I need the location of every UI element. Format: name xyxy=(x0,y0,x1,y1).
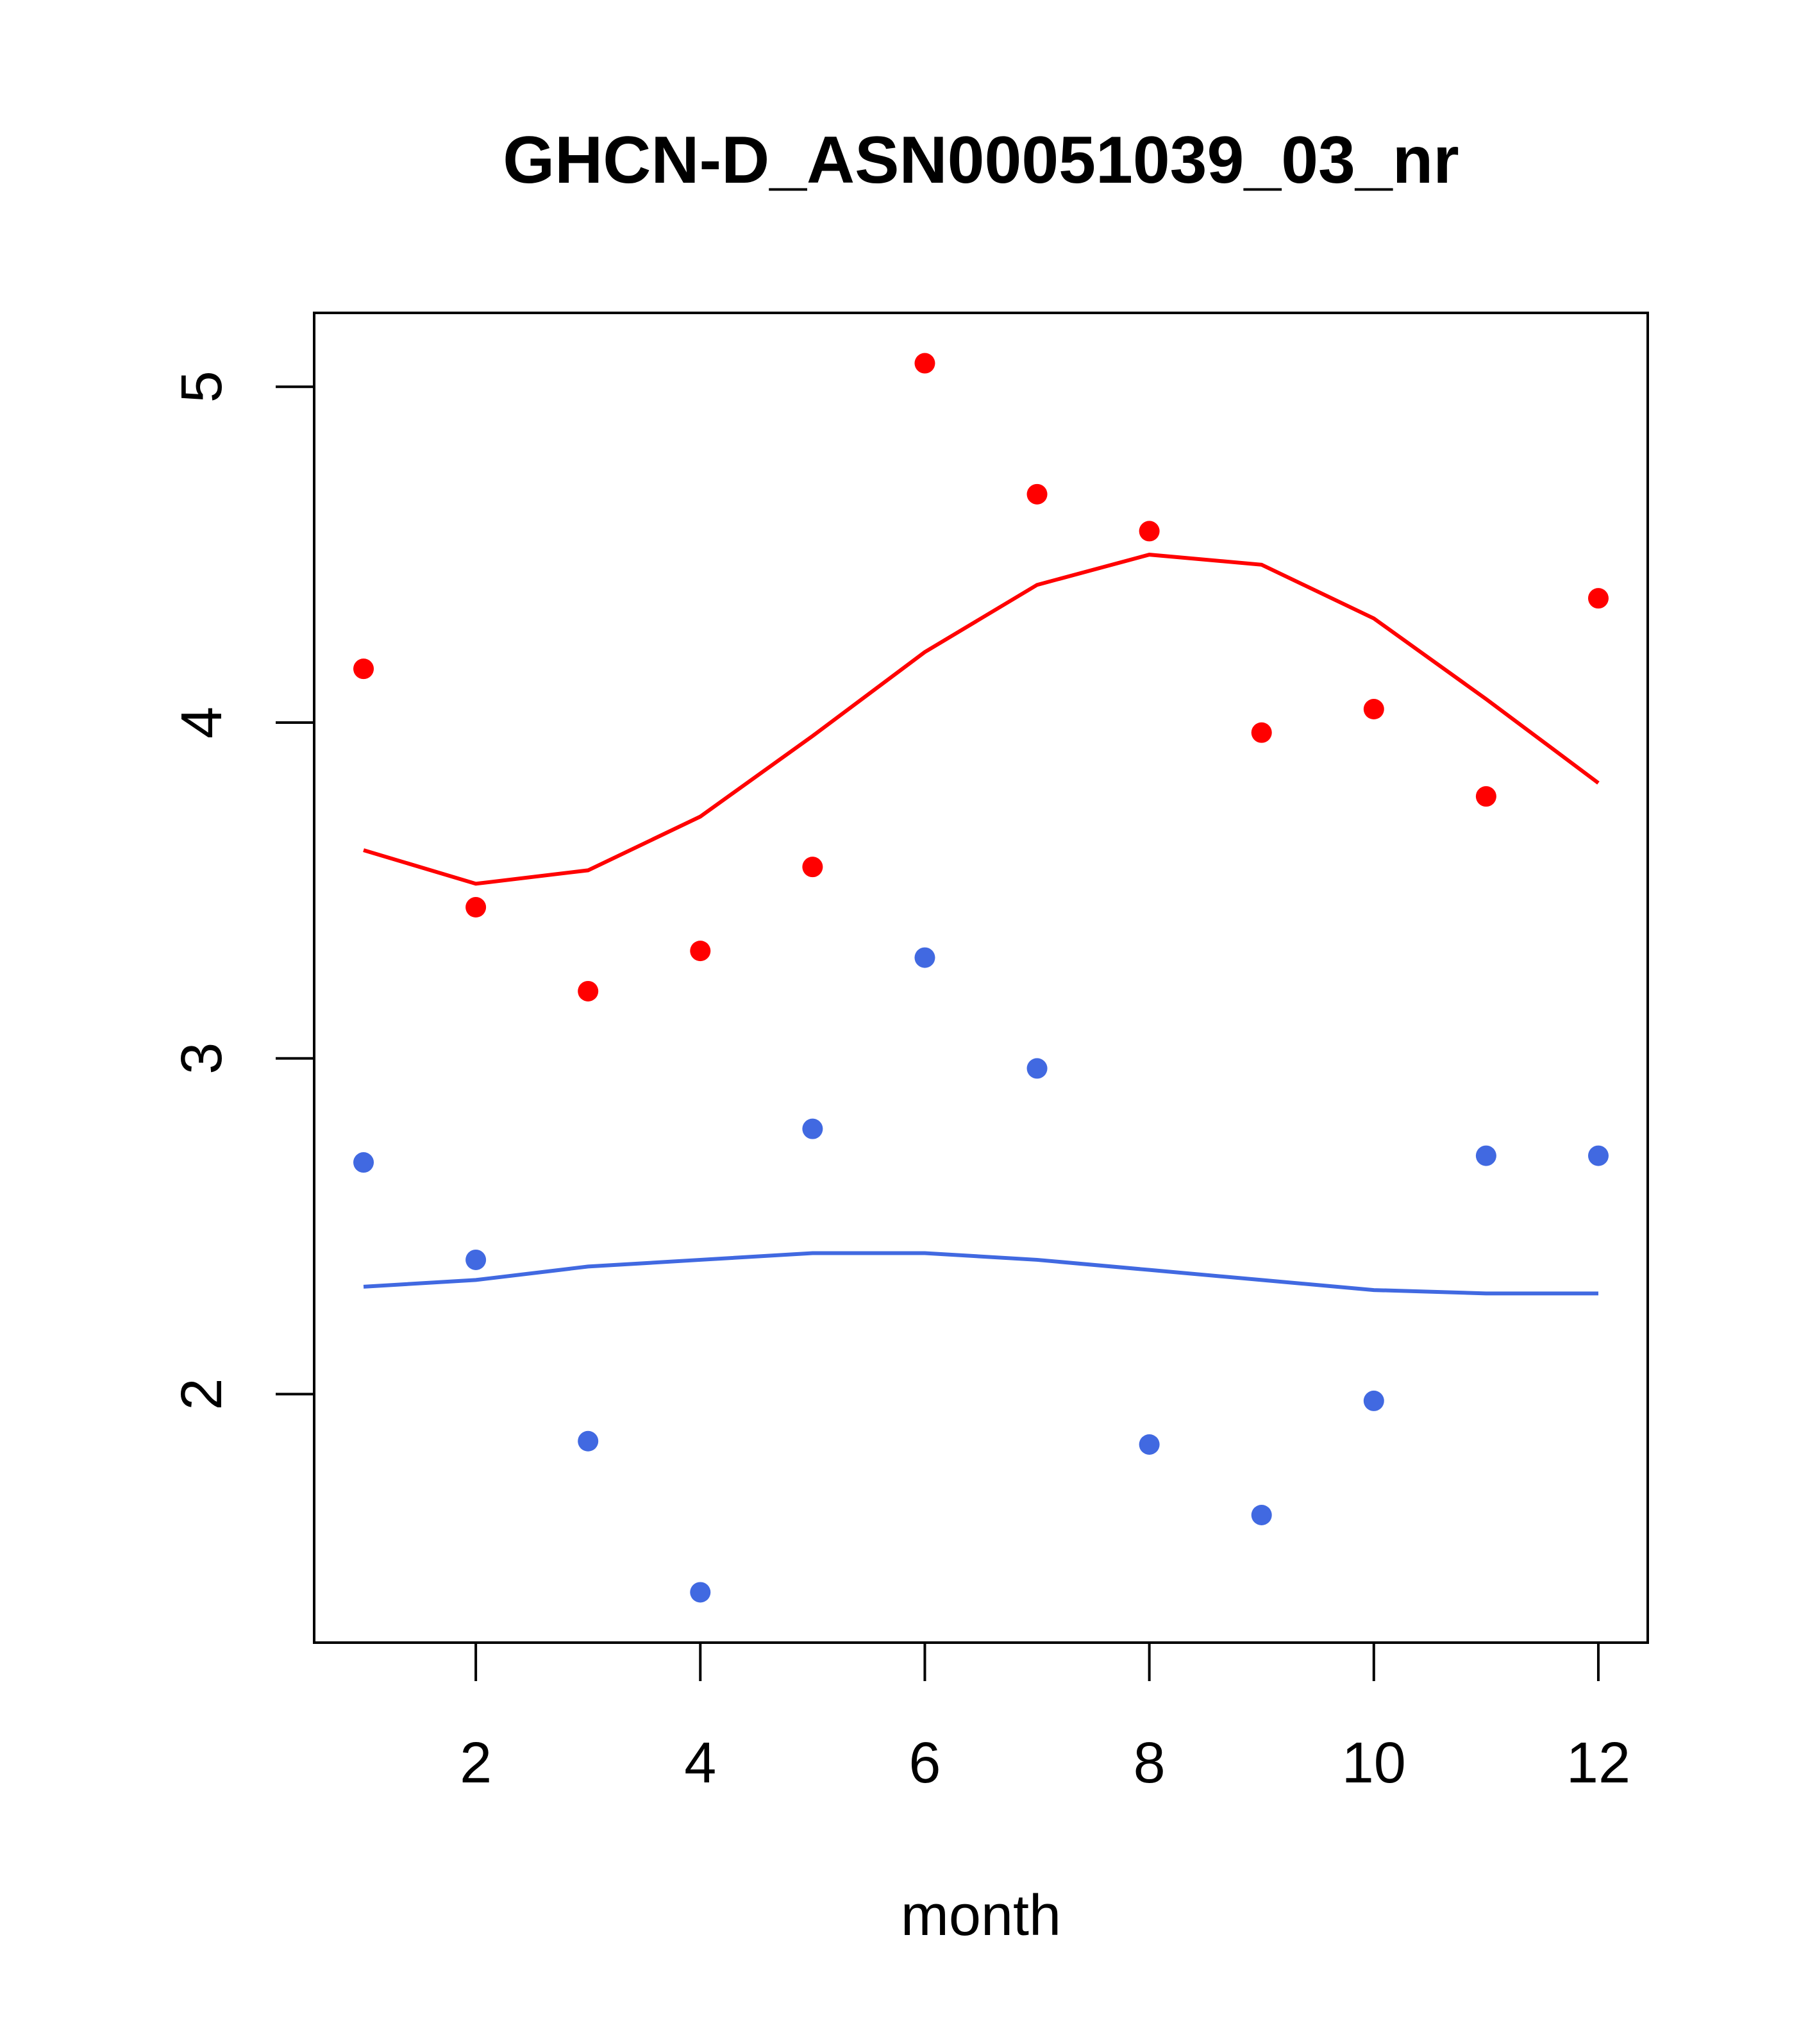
red-point xyxy=(802,857,823,878)
blue-point xyxy=(1139,1434,1160,1455)
blue-point xyxy=(1475,1145,1496,1166)
red-point xyxy=(1139,521,1160,542)
chart-title: GHCN-D_ASN00051039_03_nr xyxy=(503,123,1459,197)
y-tick-label: 4 xyxy=(170,707,234,739)
blue-line xyxy=(363,1251,1598,1296)
blue-point xyxy=(1363,1390,1384,1411)
blue-point xyxy=(914,947,935,968)
blue-point xyxy=(802,1118,823,1139)
x-tick-label: 4 xyxy=(684,1731,716,1795)
red-point xyxy=(690,941,711,962)
red-point xyxy=(1587,588,1609,609)
red-point xyxy=(1026,483,1048,505)
red-point xyxy=(1363,699,1384,720)
plot-marks xyxy=(353,353,1609,1603)
red-point xyxy=(465,897,487,918)
red-point xyxy=(914,353,935,374)
x-tick-label: 12 xyxy=(1566,1731,1630,1795)
x-tick-label: 6 xyxy=(908,1731,941,1795)
x-tick-label: 10 xyxy=(1342,1731,1406,1795)
x-tick-label: 8 xyxy=(1134,1731,1166,1795)
red-line xyxy=(363,553,1600,886)
blue-point xyxy=(578,1430,599,1452)
red-point xyxy=(1475,786,1496,807)
blue-point xyxy=(465,1249,487,1270)
x-tick-label: 2 xyxy=(460,1731,492,1795)
x-axis-label: month xyxy=(901,1884,1061,1948)
blue-point xyxy=(1587,1145,1609,1166)
y-axis: 2 3 4 5 xyxy=(170,371,314,1410)
blue-point xyxy=(353,1152,374,1173)
blue-point xyxy=(1251,1504,1272,1525)
red-point xyxy=(1251,722,1272,743)
red-point xyxy=(353,658,374,680)
y-tick-label: 3 xyxy=(170,1043,234,1075)
x-axis: 2 4 6 8 10 12 xyxy=(460,1643,1630,1795)
y-tick-label: 5 xyxy=(170,371,234,403)
blue-point xyxy=(690,1582,711,1603)
y-tick-label: 2 xyxy=(170,1378,234,1410)
red-point xyxy=(578,980,599,1001)
blue-point xyxy=(1026,1058,1048,1079)
plot-frame xyxy=(313,312,1649,1644)
